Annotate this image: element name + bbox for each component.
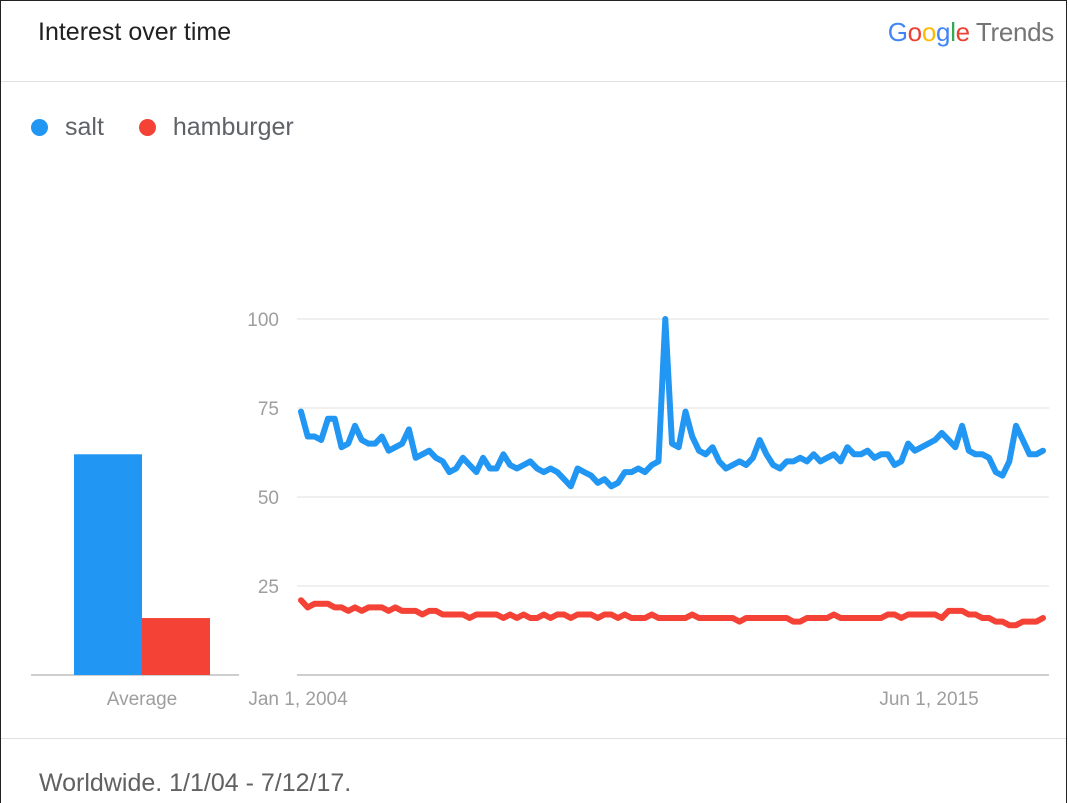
- legend-item-hamburger[interactable]: hamburger: [138, 113, 294, 142]
- chart-legend: salt hamburger: [31, 113, 322, 143]
- x-tick-label: Jan 1, 2004: [248, 689, 348, 710]
- average-bar-salt: [74, 454, 142, 675]
- google-trends-logo[interactable]: Google Trends: [887, 17, 1055, 47]
- y-tick-label: 25: [258, 577, 279, 598]
- card-footer: Worldwide. 1/1/04 - 7/12/17.: [1, 738, 1066, 797]
- x-tick-label: Jun 1, 2015: [879, 689, 978, 710]
- legend-dot-hamburger: [138, 119, 156, 136]
- legend-item-salt[interactable]: salt: [31, 113, 104, 142]
- series-line-salt: [298, 316, 1046, 490]
- y-tick-label: 50: [258, 488, 279, 509]
- y-tick-label: 100: [247, 310, 279, 331]
- average-label: Average: [107, 689, 177, 710]
- average-bar-hamburger: [142, 618, 210, 675]
- y-tick-label: 75: [258, 399, 279, 420]
- series-line-hamburger: [298, 597, 1046, 629]
- legend-label-salt: salt: [65, 113, 104, 141]
- footer-region-date-range: Worldwide. 1/1/04 - 7/12/17.: [39, 769, 352, 797]
- card-header: Interest over time Google Trends: [1, 1, 1066, 82]
- chart-title: Interest over time: [38, 18, 232, 46]
- legend-dot-salt: [31, 119, 48, 136]
- legend-label-hamburger: hamburger: [172, 113, 294, 141]
- chart-canvas: 25 50 75 100 Jan 1, 2004 Jun 1, 2015 Average: [31, 310, 1049, 710]
